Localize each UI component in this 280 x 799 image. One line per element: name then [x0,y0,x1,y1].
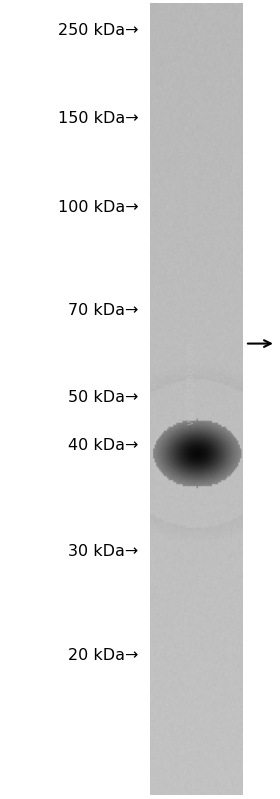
Text: 40 kDa→: 40 kDa→ [68,439,139,453]
Text: 30 kDa→: 30 kDa→ [68,544,139,559]
Text: 100 kDa→: 100 kDa→ [58,201,139,215]
Text: www.ptgab.com: www.ptgab.com [185,342,195,425]
Text: 70 kDa→: 70 kDa→ [68,303,139,317]
Text: 150 kDa→: 150 kDa→ [58,111,139,125]
Text: 20 kDa→: 20 kDa→ [68,648,139,662]
Text: 250 kDa→: 250 kDa→ [58,23,139,38]
Text: 50 kDa→: 50 kDa→ [68,391,139,405]
